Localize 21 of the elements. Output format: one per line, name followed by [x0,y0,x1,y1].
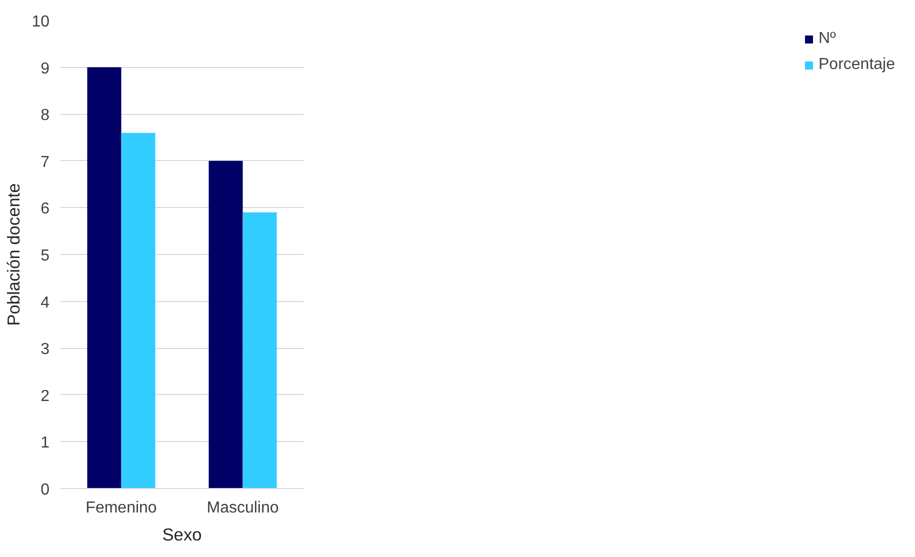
legend-label: Nº [818,30,837,48]
y-tick-label: 8 [40,107,50,124]
legend-label: Porcentaje [818,56,895,74]
bar [87,67,122,488]
y-tick-label: 7 [40,154,50,171]
y-tick-label: 9 [40,60,50,78]
bar [242,212,277,488]
x-axis-title: Sexo [162,524,202,544]
y-tick-label: 4 [40,294,50,312]
bar [121,132,156,488]
bar [208,160,243,488]
y-tick-label: 10 [32,14,50,30]
y-tick-label: 6 [40,200,50,218]
x-tick-label: Femenino [86,500,157,516]
y-axis-title: Población docente [4,183,24,326]
y-tick-label: 3 [40,341,50,358]
y-tick-label: 0 [40,482,50,498]
x-tick-label: Masculino [206,500,279,516]
y-tick-label: 1 [40,434,50,452]
y-tick-label: 5 [40,248,50,264]
y-tick-label: 2 [40,388,50,405]
